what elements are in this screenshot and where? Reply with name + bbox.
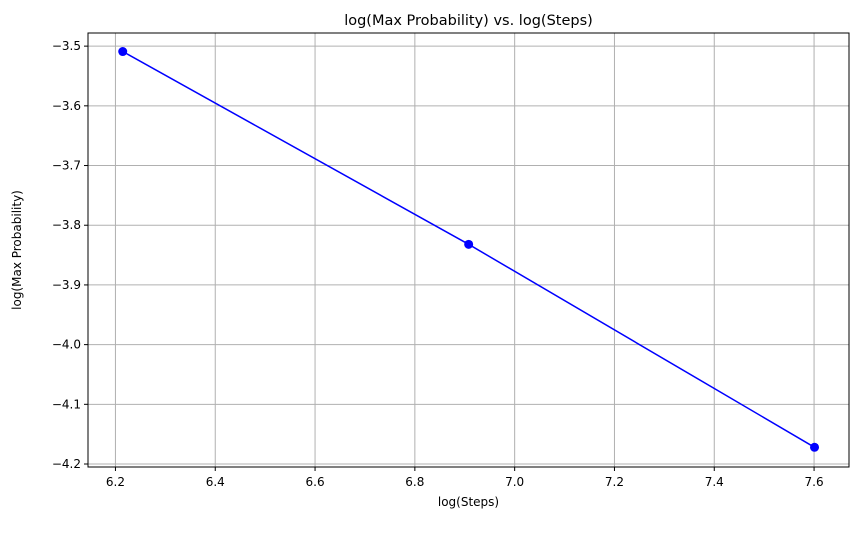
y-axis-label: log(Max Probability) <box>10 190 24 310</box>
x-tick-label: 6.2 <box>106 475 125 489</box>
x-axis-label: log(Steps) <box>438 495 499 509</box>
data-point <box>464 239 474 249</box>
data-point <box>810 442 820 452</box>
x-tick-label: 6.4 <box>206 475 225 489</box>
data-point <box>118 47 128 57</box>
x-tick-label: 7.4 <box>705 475 724 489</box>
y-tick-label: −3.8 <box>52 218 81 232</box>
series-layer <box>118 47 820 452</box>
series-line <box>122 50 815 448</box>
x-tick-label: 6.6 <box>306 475 325 489</box>
x-tick-label: 7.6 <box>805 475 824 489</box>
y-tick-label: −4.2 <box>52 457 81 471</box>
chart-title: log(Max Probability) vs. log(Steps) <box>344 13 593 29</box>
y-tick-label: −3.9 <box>52 278 81 292</box>
y-tick-label: −3.6 <box>52 99 81 113</box>
x-axis-ticks: 6.2 6.4 6.6 6.8 7.0 7.2 7.4 7.6 <box>106 467 824 489</box>
x-tick-label: 7.0 <box>505 475 524 489</box>
x-tick-label: 6.8 <box>405 475 424 489</box>
grid <box>88 33 849 467</box>
y-tick-label: −4.1 <box>52 397 81 411</box>
y-tick-label: −4.0 <box>52 338 81 352</box>
y-tick-label: −3.5 <box>52 39 81 53</box>
x-tick-label: 7.2 <box>605 475 624 489</box>
y-axis-ticks: −3.5 −3.6 −3.7 −3.8 −3.9 −4.0 −4.1 −4.2 <box>52 39 88 471</box>
plot-frame <box>87 32 850 468</box>
y-tick-label: −3.7 <box>52 159 81 173</box>
